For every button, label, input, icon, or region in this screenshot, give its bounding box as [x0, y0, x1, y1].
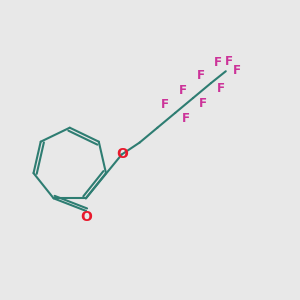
Text: F: F [197, 69, 205, 82]
Text: O: O [116, 148, 128, 161]
Text: F: F [199, 97, 207, 110]
Text: F: F [182, 112, 189, 125]
Text: F: F [233, 64, 241, 76]
Text: F: F [217, 82, 225, 95]
Text: F: F [225, 55, 233, 68]
Text: F: F [179, 84, 187, 97]
Text: F: F [161, 98, 169, 111]
Text: O: O [80, 211, 92, 224]
Text: F: F [214, 56, 222, 69]
